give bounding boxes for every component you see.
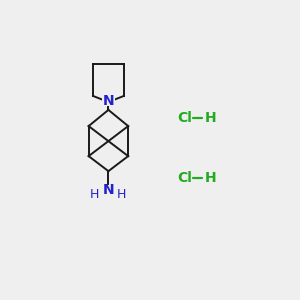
Text: N: N	[103, 94, 114, 108]
Text: H: H	[116, 188, 126, 201]
Text: H: H	[90, 188, 99, 201]
Text: H: H	[204, 171, 216, 185]
Text: N: N	[103, 183, 114, 196]
FancyBboxPatch shape	[102, 96, 115, 106]
Text: H: H	[204, 111, 216, 125]
Text: Cl: Cl	[177, 171, 192, 185]
Text: Cl: Cl	[177, 111, 192, 125]
FancyBboxPatch shape	[102, 184, 115, 195]
